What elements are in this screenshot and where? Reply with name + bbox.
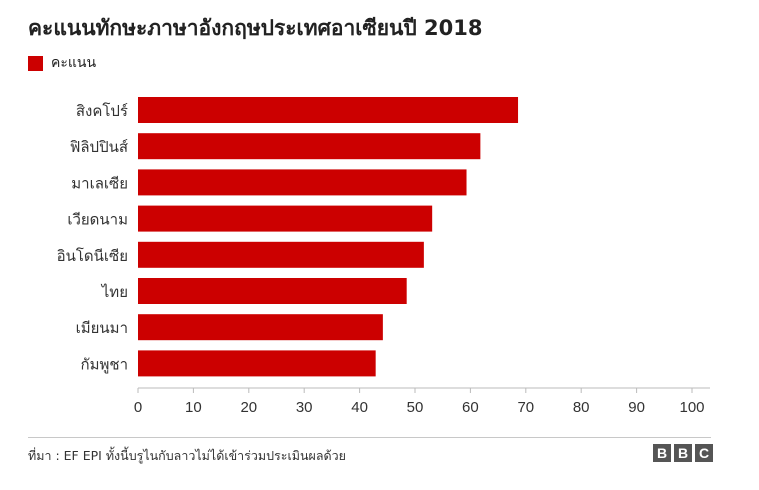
bar [138,205,433,232]
bbc-logo-letter-2: B [674,444,692,462]
x-tick-label: 50 [407,399,424,416]
source-note: ที่มา : EF EPI ทั้งนี้บรูไนกับลาวไม่ได้เ… [28,448,346,463]
x-tick-label: 0 [134,399,142,416]
x-tick-label: 40 [351,399,368,416]
x-tick-label: 60 [462,399,479,416]
bbc-logo: B B C [653,444,713,462]
category-label: มาเลเซีย [71,174,128,192]
x-tick-label: 20 [240,399,257,416]
bar [138,241,424,268]
legend-swatch [28,55,43,71]
category-label: อินโดนีเซีย [57,247,128,265]
bbc-logo-letter-3: C [695,444,713,462]
bar [138,133,481,160]
x-tick-label: 80 [573,399,590,416]
chart-title: คะแนนทักษะภาษาอังกฤษประเทศอาเซียนปี 2018 [28,16,483,40]
category-label: สิงคโปร์ [76,102,128,120]
legend: คะแนน [28,52,96,74]
bar [138,314,383,341]
x-tick-label: 30 [296,399,313,416]
footer-divider [28,437,711,438]
bar [138,278,407,304]
x-tick-label: 100 [679,399,704,416]
category-label: ไทย [101,283,128,301]
x-tick-label: 90 [628,399,645,416]
x-tick-label: 10 [185,399,202,416]
category-label: กัมพูชา [81,355,128,373]
bar [138,169,467,196]
bar [138,350,376,377]
category-label: เมียนมา [76,319,128,337]
legend-label: คะแนน [51,55,97,71]
x-tick-label: 70 [517,399,534,416]
category-label: ฟิลิปปินส์ [70,138,128,156]
bar [138,97,519,123]
bbc-logo-letter-1: B [653,444,671,462]
category-label: เวียดนาม [67,211,128,229]
